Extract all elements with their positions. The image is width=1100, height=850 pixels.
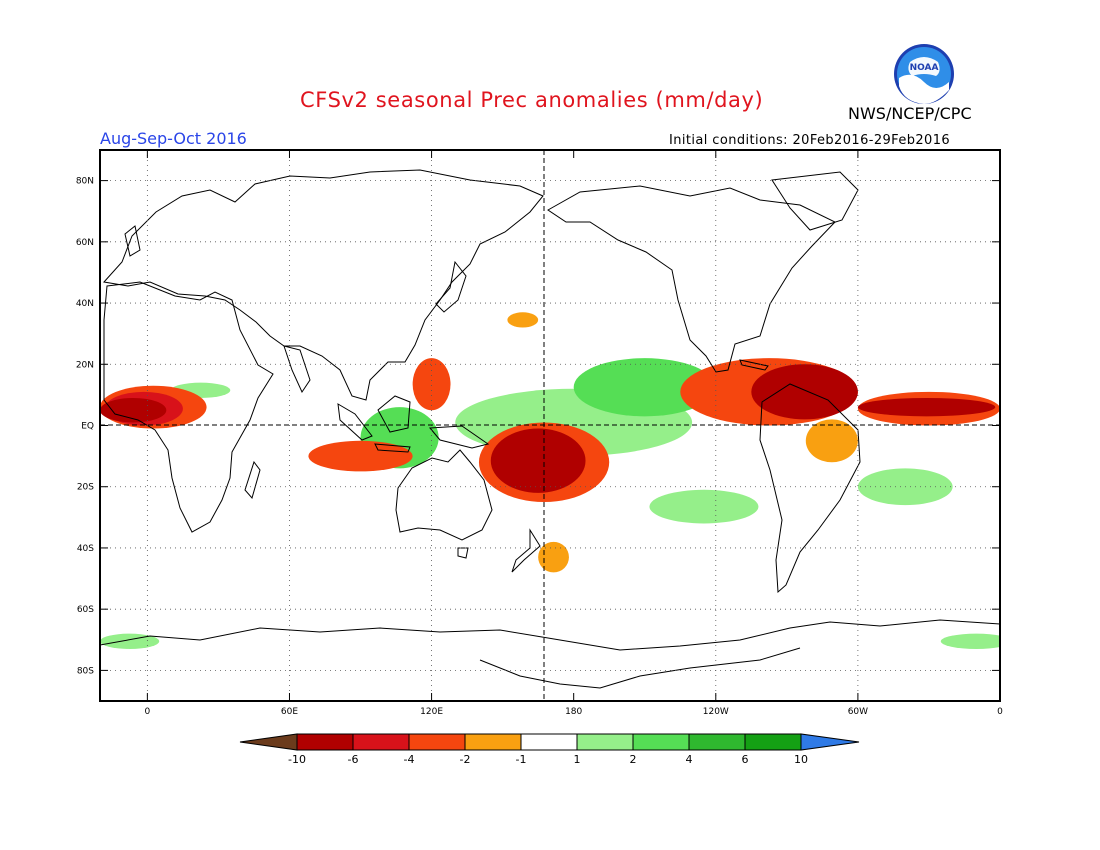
coastline-antarctica-south xyxy=(479,647,801,689)
coastline-africa xyxy=(103,281,274,533)
colorbar-label: -6 xyxy=(348,753,359,766)
colorbar-label: 10 xyxy=(794,753,808,766)
agency-label: NWS/NCEP/CPC xyxy=(848,104,972,123)
coastline-north-america xyxy=(547,185,836,373)
noaa-logo-wave xyxy=(899,74,949,104)
lon-tick-label: 120W xyxy=(703,707,729,717)
colorbar-low-triangle xyxy=(239,733,298,751)
anomaly-east-atlantic-itcz xyxy=(857,397,996,417)
lat-tick-label: 40S xyxy=(77,544,94,554)
colorbar-label: 4 xyxy=(686,753,693,766)
coastline-eurasia xyxy=(103,169,544,401)
anomaly-tropical-atlantic-east xyxy=(100,397,167,423)
colorbar-swatch xyxy=(352,733,410,751)
coastline-japan xyxy=(435,260,467,313)
noaa-logo-bird xyxy=(908,57,940,76)
anomaly-layer xyxy=(100,312,1000,649)
lon-tick-label: 60W xyxy=(848,707,868,717)
coastline-madagascar xyxy=(244,460,261,500)
coastline-sumatra xyxy=(337,403,373,441)
lat-tick-label: 20N xyxy=(76,360,94,370)
colorbar-label: -2 xyxy=(460,753,471,766)
anomaly-indian-ocean-south xyxy=(308,440,413,472)
anomaly-philippines xyxy=(412,358,451,411)
colorbar-label: -1 xyxy=(516,753,527,766)
noaa-logo: NOAA xyxy=(894,44,954,104)
coastline-india xyxy=(283,345,311,394)
coastline-new-guinea xyxy=(428,425,490,449)
colorbar-swatch xyxy=(744,733,802,751)
coastline-layer xyxy=(100,169,1000,689)
colorbar-swatch xyxy=(296,733,354,751)
colorbar-high-triangle xyxy=(800,733,860,751)
coastline-tasmania xyxy=(457,547,469,559)
coastline-java xyxy=(374,443,411,453)
coastline-greenland xyxy=(771,171,859,231)
coastline-south-america xyxy=(759,383,861,594)
coastline-new-zealand xyxy=(511,528,541,573)
anomaly-amazon-north xyxy=(805,419,858,463)
colorbar-label: 6 xyxy=(742,753,749,766)
coastline-australia xyxy=(395,449,493,541)
colorbar: -10 -6 -4 -2 -1 1 2 4 6 10 xyxy=(239,733,860,766)
lat-tick-label: EQ xyxy=(81,422,94,432)
colorbar-swatch xyxy=(632,733,690,751)
lon-tick-label: 120E xyxy=(420,707,443,717)
lon-tick-label: 0 xyxy=(145,707,151,717)
anomaly-south-pacific-east xyxy=(649,489,759,524)
anomaly-spcz xyxy=(490,428,586,493)
coastline-cuba xyxy=(739,359,769,371)
lon-tick-label: 60E xyxy=(281,707,298,717)
anomaly-central-pacific-north xyxy=(573,358,716,417)
colorbar-label: 2 xyxy=(630,753,637,766)
anomaly-antarctic-coast-east xyxy=(940,633,1000,649)
colorbar-label: -10 xyxy=(288,753,306,766)
lon-tick-label: 0 xyxy=(997,707,1003,717)
lon-tick-label: 180 xyxy=(565,707,582,717)
anomaly-new-zealand xyxy=(538,541,569,573)
axis-ticks: 80N 60N 40N 20N EQ 20S 40S 60S 80S 0 60E 120E 180 120… xyxy=(76,150,1003,717)
coastline-borneo xyxy=(377,395,411,433)
lat-tick-label: 80N xyxy=(76,177,94,187)
chart-title: CFSv2 seasonal Prec anomalies (mm/day) xyxy=(300,88,764,112)
lat-tick-label: 40N xyxy=(76,299,94,309)
gridlines xyxy=(100,150,1000,701)
colorbar-swatch xyxy=(520,733,578,751)
colorbar-label: -4 xyxy=(404,753,415,766)
coastline-uk xyxy=(124,225,141,257)
season-label: Aug-Sep-Oct 2016 xyxy=(100,129,247,148)
noaa-logo-text: NOAA xyxy=(910,63,939,73)
colorbar-swatch xyxy=(408,733,466,751)
lat-tick-label: 60S xyxy=(77,605,94,615)
colorbar-swatch xyxy=(576,733,634,751)
anomaly-japan-east xyxy=(507,312,539,328)
lat-tick-label: 60N xyxy=(76,238,94,248)
colorbar-swatch xyxy=(464,733,522,751)
lat-tick-label: 80S xyxy=(77,666,94,676)
anomaly-caribbean-central-america xyxy=(751,364,858,420)
initial-conditions-label: Initial conditions: 20Feb2016-29Feb2016 xyxy=(669,133,951,148)
colorbar-label: 1 xyxy=(574,753,581,766)
coastline-antarctica xyxy=(100,619,1000,651)
colorbar-swatch xyxy=(688,733,746,751)
lat-tick-label: 20S xyxy=(77,483,94,493)
